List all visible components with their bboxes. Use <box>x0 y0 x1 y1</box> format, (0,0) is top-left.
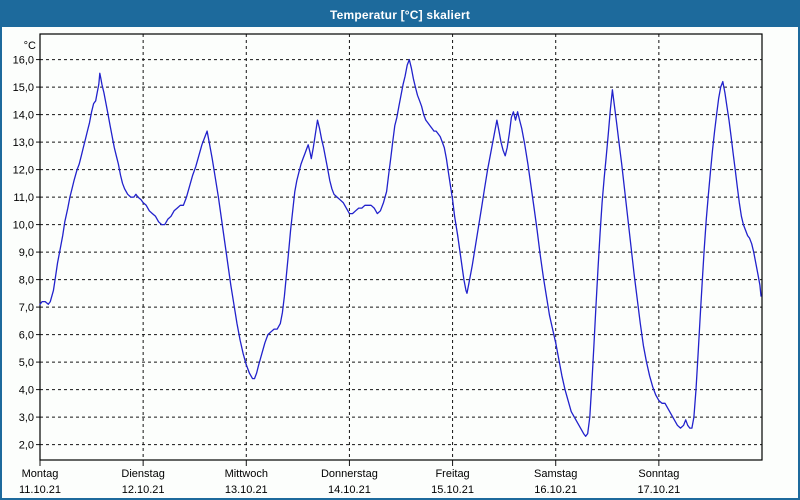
y-tick-label: 4,0 <box>19 385 34 397</box>
y-tick-label: 6,0 <box>19 330 34 342</box>
y-tick-label: 16,0 <box>13 55 34 67</box>
day-label: Freitag <box>435 468 469 480</box>
y-axis-unit-label: °C <box>24 40 36 52</box>
y-tick-label: 8,0 <box>19 275 34 287</box>
y-tick-label: 2,0 <box>19 440 34 452</box>
day-label: Sonntag <box>638 468 679 480</box>
temperature-line-chart: 16,0 15,0 14,0 13,0 12,0 11,0 10,0 9,0 8,0 7,0 6,0… <box>13 33 763 496</box>
y-tick-label: 9,0 <box>19 247 34 259</box>
y-tick-label: 5,0 <box>19 357 34 369</box>
y-tick-label: 13,0 <box>13 137 34 149</box>
date-label: 13.10.21 <box>225 484 268 496</box>
day-label: Donnerstag <box>321 468 378 480</box>
window-titlebar[interactable]: Temperatur [°C] skaliert <box>2 2 798 27</box>
y-tick-label: 10,0 <box>13 220 34 232</box>
date-label: 17.10.21 <box>637 484 680 496</box>
date-label: 11.10.21 <box>19 484 61 496</box>
y-tick-label: 3,0 <box>19 412 34 424</box>
y-tick-label: 15,0 <box>13 82 34 94</box>
day-label: Montag <box>22 468 59 480</box>
day-label: Mittwoch <box>225 468 268 480</box>
date-label: 15.10.21 <box>431 484 474 496</box>
y-tick-label: 14,0 <box>13 110 34 122</box>
plot-border <box>39 33 763 461</box>
y-tick-label: 11,0 <box>13 192 34 204</box>
day-label: Samstag <box>534 468 577 480</box>
y-tick-label: 7,0 <box>19 302 34 314</box>
date-label: 14.10.21 <box>328 484 371 496</box>
window-title: Temperatur [°C] skaliert <box>329 7 471 22</box>
day-label: Dienstag <box>121 468 164 480</box>
temperature-series-path <box>39 58 762 437</box>
date-label: 16.10.21 <box>534 484 577 496</box>
date-label: 12.10.21 <box>122 484 165 496</box>
y-tick-label: 12,0 <box>13 165 34 177</box>
